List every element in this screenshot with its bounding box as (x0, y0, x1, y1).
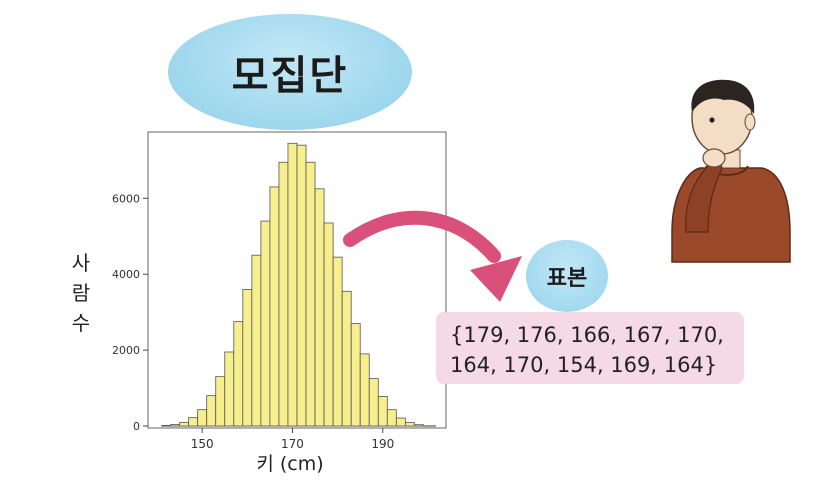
histogram-bar (305, 161, 316, 427)
chart-bars (161, 142, 424, 427)
y-axis-label-char: 수 (71, 311, 91, 335)
y-tick-label: 2000 (112, 344, 140, 357)
thinking-person-icon (671, 79, 791, 263)
histogram-bar (350, 323, 361, 427)
population-label: 모집단 (231, 53, 349, 99)
sample-bubble: 표본 (526, 240, 608, 312)
population-bubble: 모집단 (168, 14, 412, 130)
sample-values-box: {179, 176, 166, 167, 170, 164, 170, 154,… (436, 312, 744, 384)
histogram-bar (287, 142, 298, 427)
histogram-bar (296, 144, 307, 427)
x-tick-label: 170 (281, 437, 304, 451)
histogram-bar (179, 422, 190, 427)
x-tick-label: 190 (371, 437, 394, 451)
y-tick-label: 4000 (112, 268, 140, 281)
histogram-bar (260, 220, 271, 427)
histogram-bar (278, 161, 289, 427)
histogram-bar (269, 186, 280, 427)
sample-values-line: 164, 170, 154, 169, 164} (450, 353, 718, 377)
histogram-bar (332, 256, 343, 427)
histogram-bar (224, 351, 235, 427)
histogram-bar (386, 409, 397, 427)
histogram-bar (377, 395, 388, 427)
histogram-bar (188, 417, 199, 427)
histogram-bar (413, 424, 424, 427)
chart-ticks: 0 2000 4000 6000 150 170 190 (112, 192, 394, 451)
histogram-bar (368, 378, 379, 427)
x-tick-label: 150 (191, 437, 214, 451)
histogram-bar (233, 321, 244, 427)
histogram-bar (251, 254, 262, 427)
histogram-bar (314, 188, 325, 427)
y-tick-label: 6000 (112, 192, 140, 205)
sample-values-line: {179, 176, 166, 167, 170, (450, 323, 724, 347)
y-axis-label-char: 사 (71, 251, 91, 275)
histogram-bar (206, 395, 217, 427)
histogram-bar (161, 425, 171, 427)
y-axis-label-char: 람 (71, 281, 91, 305)
histogram-bar (323, 222, 334, 427)
y-tick-label: 0 (133, 420, 140, 433)
y-axis-label: 사 람 수 (66, 248, 96, 338)
histogram-bar (395, 417, 406, 427)
histogram-bar (242, 288, 253, 427)
histogram-bar (215, 376, 226, 427)
histogram-bar (404, 422, 415, 427)
curved-arrow-icon (343, 210, 522, 302)
sample-label: 표본 (546, 266, 588, 291)
histogram-bar (170, 424, 181, 427)
plot-frame (147, 131, 447, 429)
histogram-bar (197, 409, 208, 427)
histogram-bar (341, 290, 352, 427)
histogram-bar (359, 353, 370, 427)
x-axis-label: 키 (cm) (256, 453, 323, 475)
